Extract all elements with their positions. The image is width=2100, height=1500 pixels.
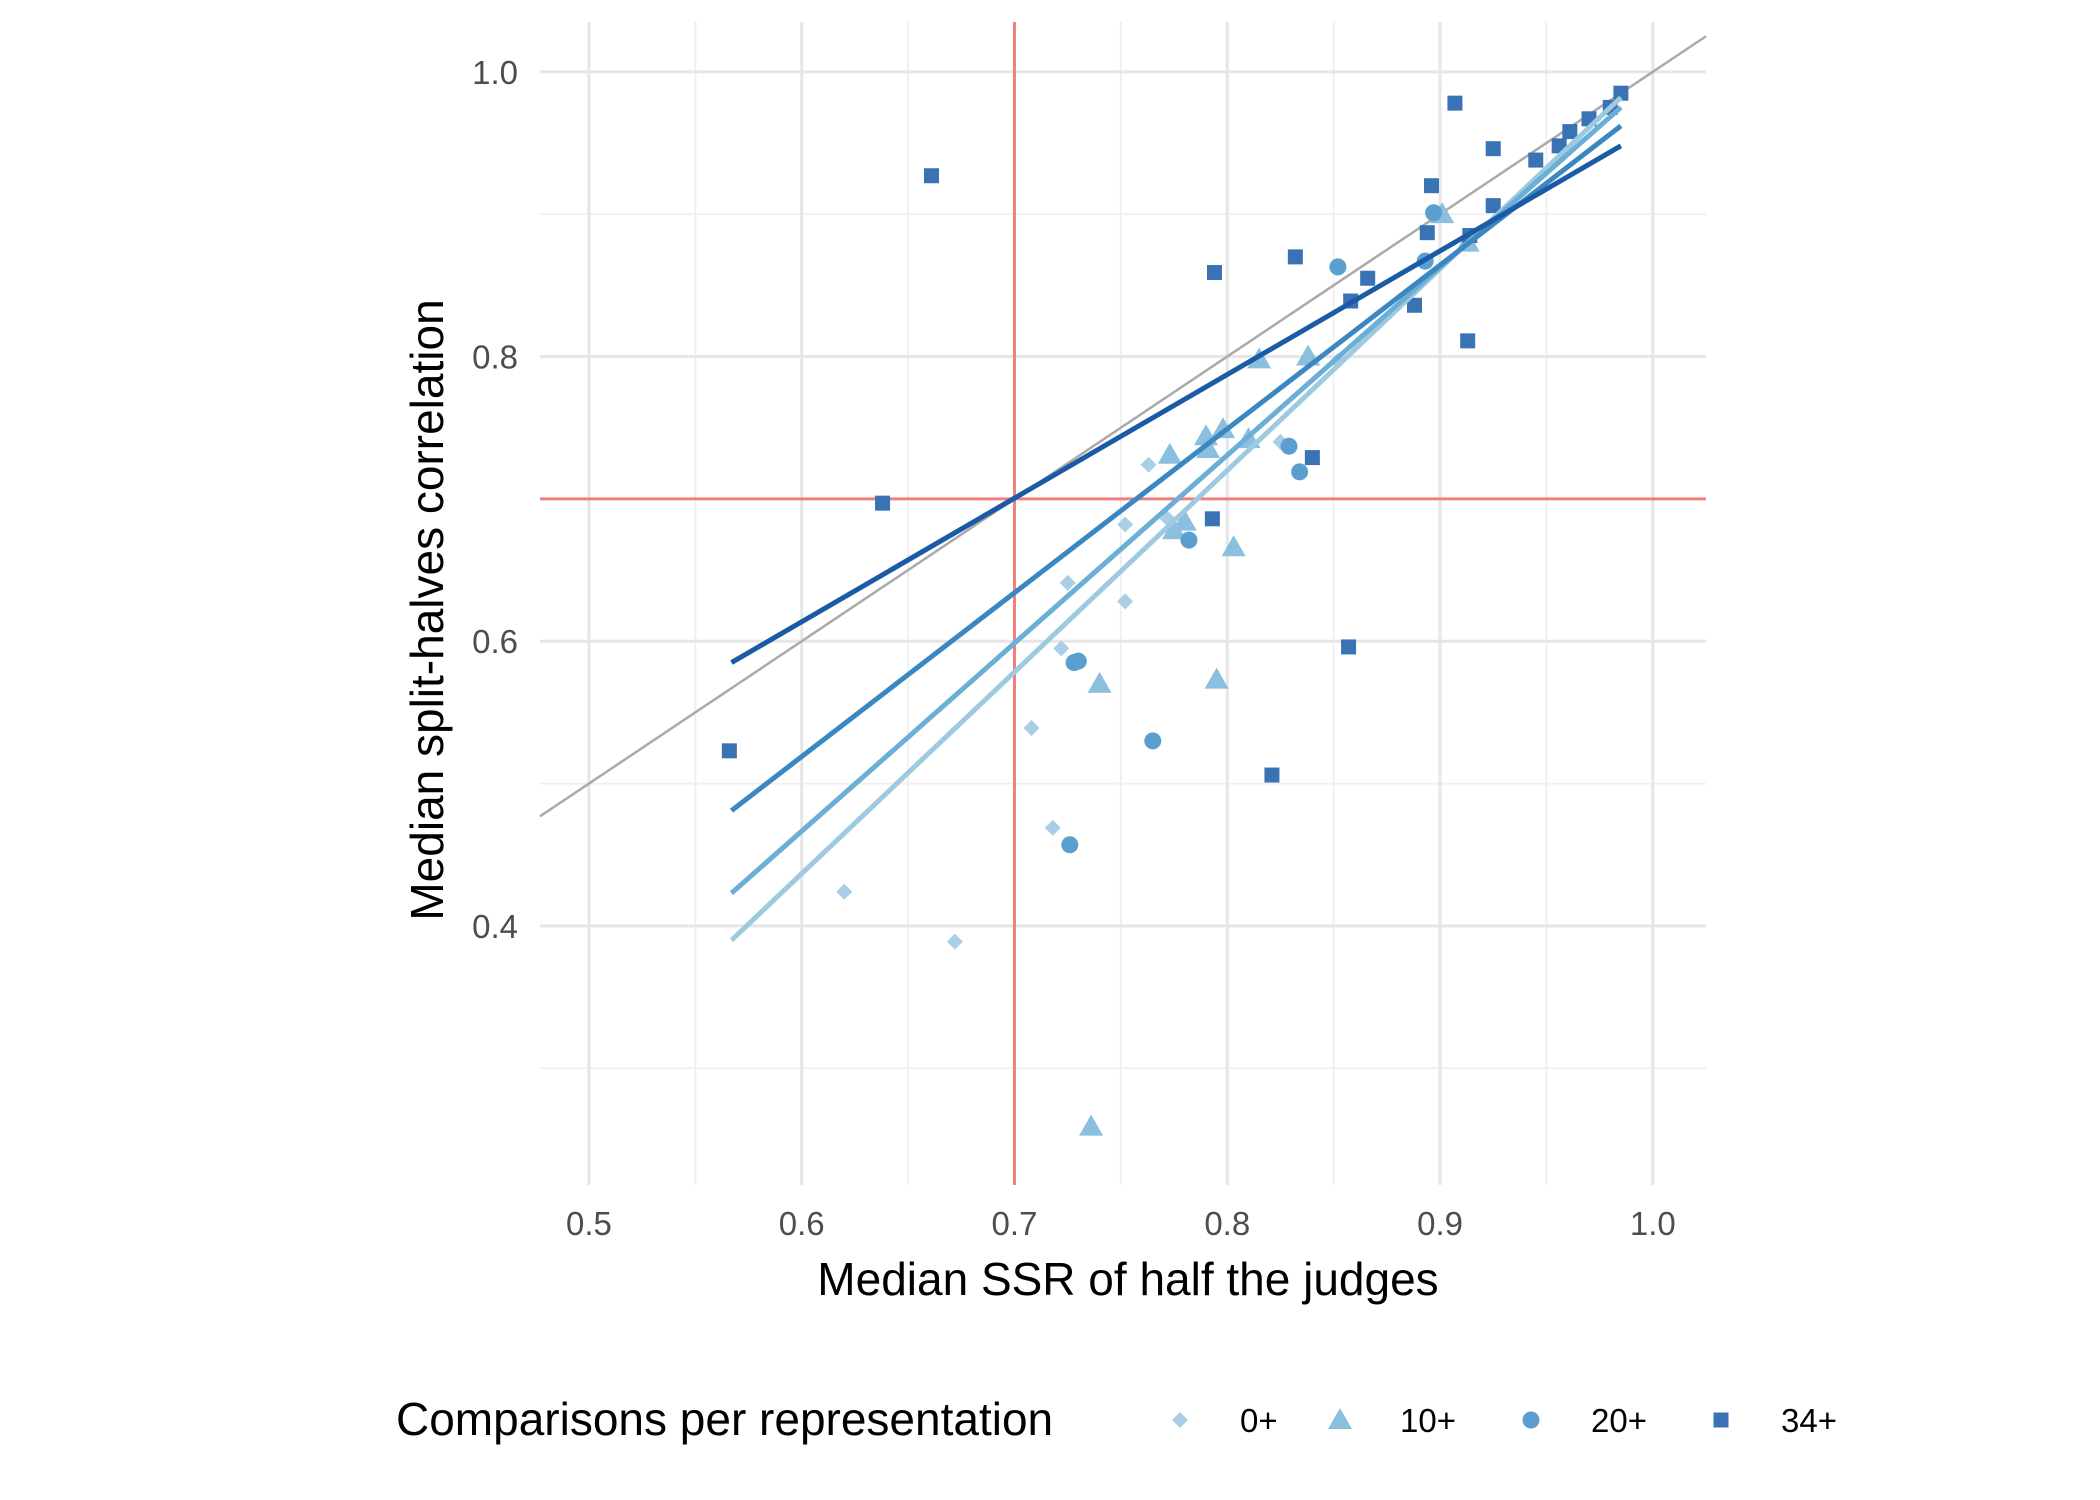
data-point-20plus (1144, 732, 1162, 750)
data-point-34plus (1613, 85, 1629, 101)
data-point-10plus (1087, 671, 1112, 693)
identity-line (539, 35, 1707, 818)
data-point-0plus (1140, 456, 1157, 473)
data-point-20plus (1069, 652, 1087, 670)
x-tick-label: 0.9 (1417, 1205, 1463, 1242)
data-point-10plus (1204, 667, 1229, 689)
data-point-20plus (1425, 204, 1443, 222)
data-point-20plus (1180, 531, 1198, 549)
y-tick-label: 0.6 (472, 623, 518, 660)
data-point-34plus (1304, 450, 1320, 466)
data-point-34plus (1485, 141, 1501, 157)
data-point-10plus (1221, 535, 1246, 557)
data-point-34plus (1204, 511, 1220, 527)
data-point-10plus (1196, 437, 1221, 459)
x-tick-label: 1.0 (1630, 1205, 1676, 1242)
legend-key-20plus (1522, 1411, 1540, 1429)
data-point-34plus (1528, 152, 1544, 168)
legend-label: 34+ (1781, 1402, 1837, 1439)
data-point-20plus (1280, 437, 1298, 455)
y-tick-label: 1.0 (472, 54, 518, 91)
y-axis-title: Median split-halves correlation (401, 299, 453, 920)
data-point-0plus (1117, 516, 1134, 533)
legend-item: 34+ (1713, 1402, 1837, 1439)
data-point-34plus (924, 168, 940, 184)
legend-item: 0+ (1172, 1402, 1278, 1439)
grid-major (540, 22, 1706, 1185)
legend: Comparisons per representation 0+ 10+ 20+ 3… (396, 1393, 1837, 1445)
legend-key-10plus (1328, 1408, 1352, 1429)
data-point-34plus (1264, 767, 1280, 783)
data-point-34plus (1206, 265, 1222, 281)
x-tick-labels: 0.5 0.6 0.7 0.8 0.9 1.0 (566, 1205, 1676, 1242)
data-point-10plus (1157, 442, 1182, 464)
data-point-10plus (1211, 417, 1236, 439)
data-point-34plus (1341, 639, 1357, 655)
data-point-20plus (1291, 463, 1309, 481)
data-point-34plus (1485, 198, 1501, 214)
data-point-34plus (1424, 178, 1440, 194)
y-tick-labels: 0.4 0.6 0.8 1.0 (472, 54, 518, 945)
legend-item: 10+ (1328, 1402, 1456, 1439)
data-point-0plus (1117, 593, 1134, 610)
data-point-34plus (1562, 124, 1578, 140)
y-tick-label: 0.8 (472, 339, 518, 376)
x-tick-label: 0.7 (992, 1205, 1038, 1242)
y-tick-label: 0.4 (472, 908, 518, 945)
reference-lines (539, 22, 1707, 1185)
data-point-0plus (946, 933, 963, 950)
data-point-20plus (1061, 836, 1079, 854)
data-point-20plus (1329, 258, 1347, 276)
legend-label: 0+ (1240, 1402, 1278, 1439)
x-tick-label: 0.8 (1204, 1205, 1250, 1242)
legend-label: 10+ (1400, 1402, 1456, 1439)
data-points (721, 85, 1629, 1136)
data-point-0plus (1044, 819, 1061, 836)
x-tick-label: 0.5 (566, 1205, 612, 1242)
legend-key-34plus (1713, 1412, 1729, 1428)
data-point-34plus (1407, 297, 1422, 313)
data-point-10plus (1172, 509, 1197, 531)
legend-items: 0+ 10+ 20+ 34+ (1172, 1402, 1837, 1439)
fit-lines (729, 95, 1623, 942)
data-point-0plus (1023, 720, 1040, 737)
data-point-34plus (875, 495, 891, 511)
fit-line-20plus (729, 123, 1623, 813)
legend-label: 20+ (1591, 1402, 1647, 1439)
fit-line-34plus (730, 143, 1623, 665)
data-point-0plus (836, 883, 853, 900)
data-point-34plus (1360, 270, 1376, 286)
legend-item: 20+ (1522, 1402, 1647, 1439)
data-point-34plus (721, 743, 737, 759)
data-point-34plus (1419, 225, 1435, 241)
legend-title: Comparisons per representation (396, 1393, 1053, 1445)
x-tick-label: 0.6 (779, 1205, 825, 1242)
data-point-10plus (1079, 1114, 1104, 1136)
data-point-34plus (1460, 333, 1476, 349)
data-point-0plus (1053, 640, 1070, 657)
data-point-34plus (1447, 95, 1463, 111)
data-point-34plus (1287, 249, 1303, 265)
data-point-0plus (1059, 574, 1076, 591)
x-axis-title: Median SSR of half the judges (817, 1253, 1438, 1305)
legend-key-0plus (1172, 1412, 1188, 1428)
